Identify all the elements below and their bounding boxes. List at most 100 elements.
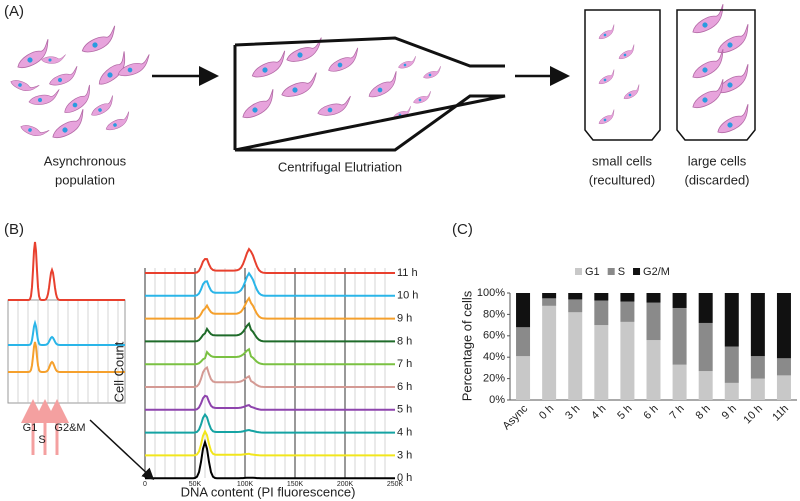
- cell: [91, 95, 113, 116]
- nucleus: [428, 73, 432, 77]
- bar: [672, 307, 687, 365]
- bar: [620, 301, 635, 322]
- cell-body: [623, 84, 640, 99]
- x-tick-label: 50K: [189, 481, 202, 488]
- histogram: [145, 365, 395, 388]
- panel-label: (A): [4, 3, 24, 20]
- cell: [98, 51, 126, 85]
- cell: [20, 125, 50, 137]
- bar: [516, 356, 531, 400]
- nucleus: [377, 87, 383, 93]
- bar: [542, 298, 557, 306]
- cell: [598, 24, 615, 39]
- cell-body: [368, 71, 397, 98]
- cell: [618, 44, 635, 59]
- histograms: 11 h 10 h 9 h 8 h 7 h 6 h 5 h 4 h 3 h 0 h 0 50K 100K…: [7, 241, 418, 488]
- cell-body: [413, 91, 431, 104]
- cell: [317, 95, 351, 116]
- cell-body: [692, 79, 724, 108]
- nucleus: [113, 123, 117, 127]
- nucleus: [92, 42, 98, 48]
- nucleus: [262, 67, 268, 73]
- time-label: 9 h: [397, 313, 412, 325]
- chart: 0% 20% 40% 60% 80% 100% Async 0 h 3 h 4 h 5 h 6 h 7 …: [477, 266, 797, 432]
- nucleus: [127, 67, 133, 73]
- cell: [17, 39, 49, 68]
- cell-body: [105, 111, 130, 131]
- cell-body: [41, 54, 66, 64]
- cell: [28, 89, 60, 105]
- bar: [776, 293, 791, 359]
- nucleus: [28, 128, 32, 132]
- time-label: 5 h: [397, 404, 412, 416]
- legend-swatch: [607, 268, 615, 275]
- x-tick-label: 10 h: [741, 403, 765, 427]
- x-tick-label: 11h: [770, 403, 791, 424]
- y-tick-label: 0%: [489, 394, 505, 406]
- cell-body: [286, 37, 322, 62]
- nucleus: [603, 78, 607, 82]
- bar: [620, 293, 635, 302]
- nucleus: [37, 97, 43, 103]
- cell-body: [98, 51, 126, 85]
- cell: [423, 66, 441, 79]
- time-label: 8 h: [397, 335, 412, 347]
- nucleus: [418, 98, 422, 102]
- phase-label: G2&M: [54, 422, 85, 434]
- bar: [672, 293, 687, 308]
- cell: [368, 71, 397, 98]
- x-tick-label: 0 h: [537, 403, 556, 422]
- x-tick-label: 6 h: [641, 403, 660, 422]
- histogram: [145, 271, 395, 297]
- cell-body: [598, 109, 615, 124]
- bar: [620, 321, 635, 400]
- cell: [251, 50, 286, 78]
- nucleus: [48, 58, 52, 62]
- cell: [117, 54, 150, 77]
- nucleus: [72, 102, 78, 108]
- time-label: 10 h: [397, 290, 418, 302]
- nucleus: [297, 52, 303, 58]
- nucleus: [98, 108, 102, 112]
- legend-swatch: [575, 268, 582, 275]
- cell: [328, 47, 359, 72]
- phase-label: S: [38, 434, 45, 446]
- nucleus: [727, 82, 733, 88]
- y-tick-label: 20%: [483, 373, 505, 385]
- histogram: [145, 412, 395, 434]
- cell: [41, 54, 66, 64]
- bar: [568, 299, 583, 313]
- cell: [598, 69, 615, 84]
- cell-body: [317, 95, 351, 116]
- cell-body: [717, 104, 749, 133]
- y-tick-label: 100%: [477, 287, 505, 299]
- caption: (discarded): [684, 172, 749, 187]
- cell: [64, 84, 90, 113]
- cell-body: [598, 24, 615, 39]
- cell: [717, 104, 749, 133]
- bar: [698, 293, 713, 323]
- bar: [646, 340, 661, 400]
- legend-swatch: [633, 268, 641, 275]
- histogram: [145, 394, 395, 411]
- tube: [676, 9, 756, 141]
- panel-label: (B): [4, 221, 24, 238]
- nucleus: [107, 72, 113, 78]
- x-tick-label: 5 h: [615, 403, 634, 422]
- bar: [646, 302, 661, 341]
- bar: [724, 346, 739, 383]
- y-tick-label: 40%: [483, 351, 505, 363]
- histogram: [145, 347, 395, 366]
- x-tick-label: Async: [501, 402, 531, 432]
- y-tick-label: 80%: [483, 308, 505, 320]
- nucleus: [337, 62, 343, 68]
- histogram: [145, 429, 395, 457]
- bar: [750, 356, 765, 379]
- x-tick-label: 250K: [387, 481, 404, 488]
- bar: [542, 305, 557, 400]
- caption: Centrifugal Elutriation: [278, 159, 402, 174]
- bar: [594, 300, 609, 326]
- bar: [672, 364, 687, 400]
- bar: [776, 358, 791, 376]
